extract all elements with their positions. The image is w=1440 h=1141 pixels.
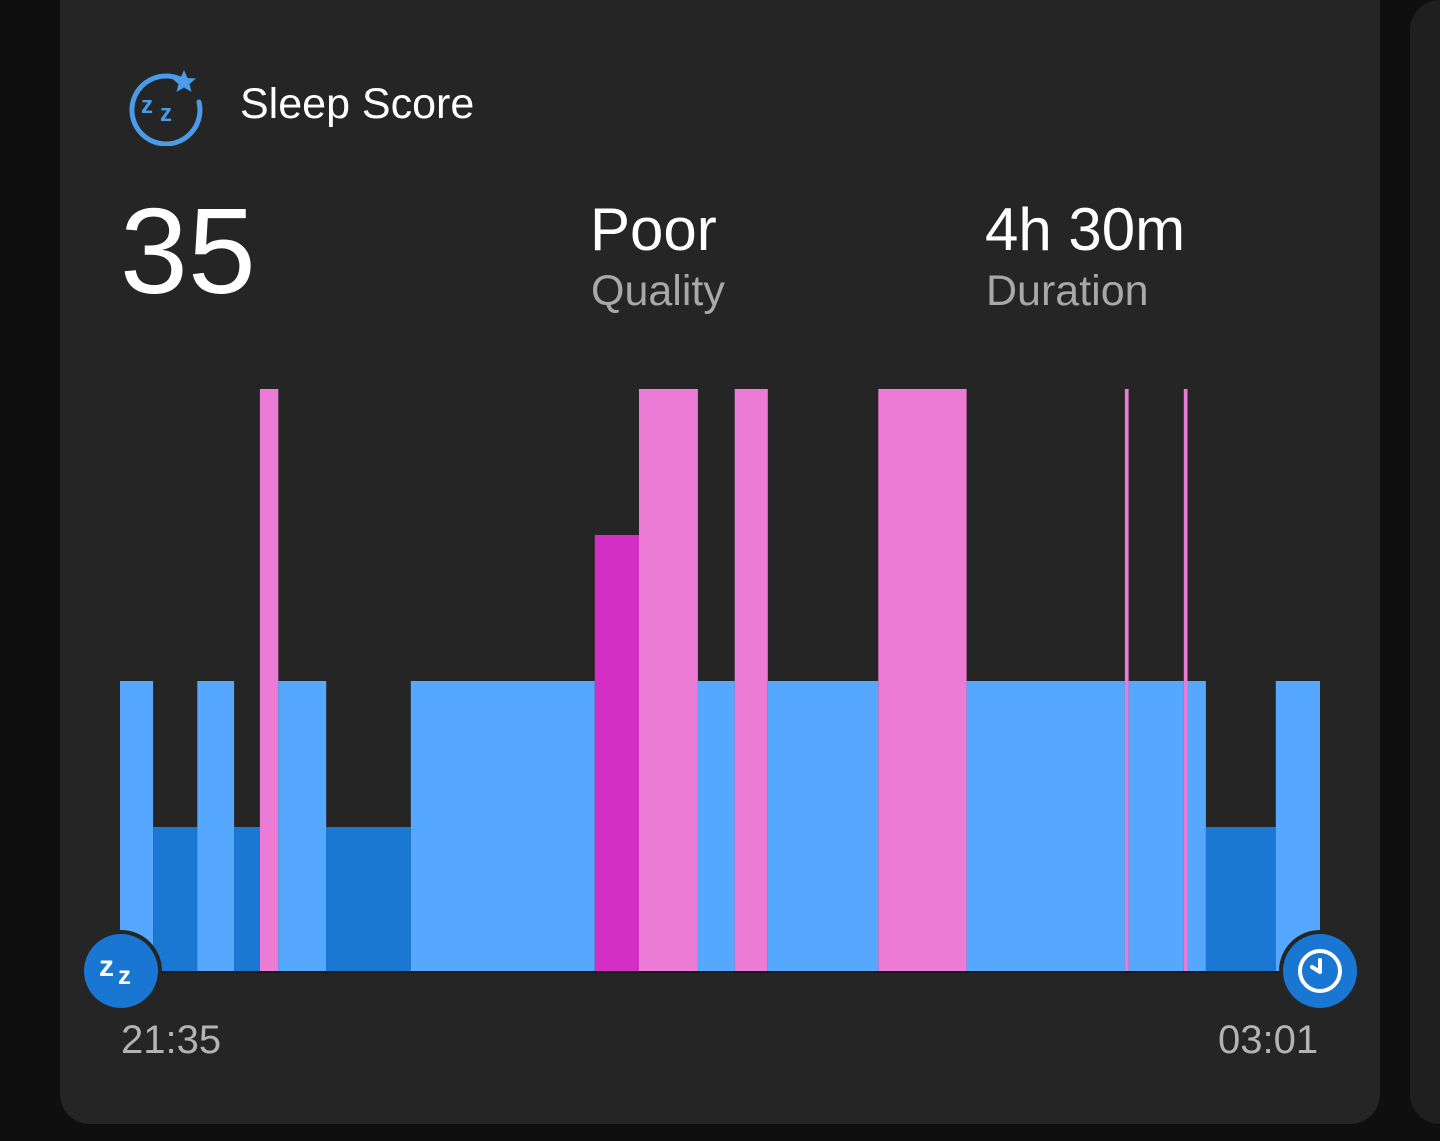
sleep-stage-bar-rem [1124,389,1129,972]
sleep-stage-bar-rem [639,389,698,972]
sleep-stage-bar-light [966,681,1125,972]
sleep-stage-bar-deep [153,827,198,972]
duration-label: Duration [986,267,1149,315]
sleep-stage-bar-light [278,681,327,972]
start-time-label: 21:35 [121,1018,222,1062]
sleep-stage-bar-rem [734,389,768,972]
sleep-start-marker: z z [84,934,158,1008]
end-time-label: 03:01 [1218,1018,1319,1062]
zz-sleep-icon: z z [99,950,131,990]
sleep-stage-bar-rem [878,389,967,972]
duration-value: 4h 30m [985,196,1186,263]
svg-text:z: z [141,92,153,119]
sleep-stage-bar-rem [259,389,279,972]
quality-label: Quality [591,267,725,315]
sleep-stage-bar-light [197,681,235,972]
sleep-stage-bar-light [1187,681,1206,972]
sleep-stage-bar-light [410,681,595,972]
sleep-stage-bar-light [767,681,879,972]
sleep-stage-bar-light [1275,681,1320,972]
sleep-stage-bar-deep [1205,827,1276,972]
sleep-score-value: 35 [120,183,256,319]
sleep-stage-bar-deep [234,827,260,972]
sleep-stage-bar-deep [326,827,411,972]
svg-text:z: z [160,100,172,127]
clock-icon [1298,949,1342,993]
card-title: Sleep Score [240,80,475,128]
svg-text:z: z [118,960,131,990]
sleep-end-marker [1283,934,1357,1008]
sleep-stage-bar-rem [1183,389,1188,972]
sleep-stage-bar-light [1128,681,1184,972]
sleep-score-icon: z z [129,70,203,146]
svg-text:z: z [99,950,114,983]
sleep-stage-bar-light [120,681,154,972]
next-card-peek[interactable] [1410,0,1440,1124]
sleep-stage-bar-light [697,681,735,972]
quality-value: Poor [590,196,717,263]
sleep-stage-bar-awake [594,535,639,972]
